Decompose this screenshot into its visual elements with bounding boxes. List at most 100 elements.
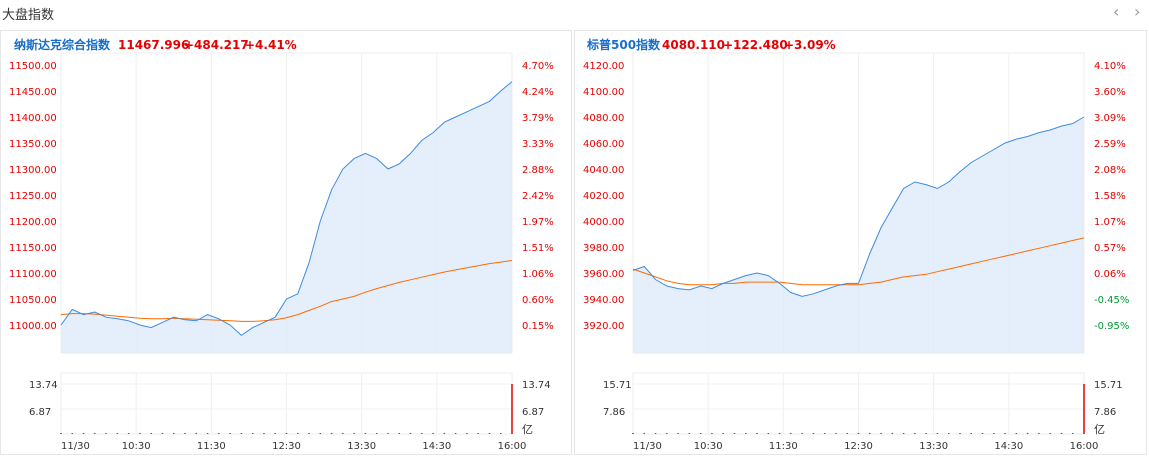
volume-bar: [947, 433, 950, 434]
volume-tick-label-right: 7.86: [1094, 407, 1116, 418]
volume-tick-label-right: 13.74: [522, 380, 551, 391]
pct-tick-label: 4.70%: [522, 61, 554, 72]
volume-bar: [127, 433, 130, 434]
index-panel-nasdaq[interactable]: 纳斯达克综合指数 11467.996 +484.217 +4.41% 11500.00 1…: [0, 30, 572, 455]
y-tick-label: 11300.00: [9, 165, 57, 176]
pct-tick-label: 2.59%: [1094, 139, 1126, 150]
x-tick-label: 11:30: [769, 441, 798, 452]
average-price-line: [632, 237, 1085, 286]
volume-bar: [342, 433, 344, 434]
volume-bar: [1060, 433, 1063, 434]
y-tick-label: 11450.00: [9, 87, 57, 98]
section-title: 大盘指数: [2, 8, 55, 23]
volume-bar: [274, 433, 276, 434]
index-price: 4080.110: [662, 38, 725, 52]
x-tick-label: 16:00: [498, 441, 527, 452]
volume-bar: [914, 433, 916, 434]
volume-bar: [823, 433, 826, 434]
y-tick-label: 11500.00: [9, 61, 57, 72]
volume-tick-label: 6.87: [29, 407, 51, 418]
volume-bar: [1049, 433, 1051, 434]
y-tick-label: 11050.00: [9, 295, 57, 306]
volume-bar: [263, 433, 265, 434]
volume-bar: [218, 433, 220, 434]
volume-bar: [733, 433, 736, 434]
price-area-fill: [61, 81, 512, 353]
volume-bar: [643, 433, 646, 434]
index-change-pct: +3.09%: [784, 38, 836, 52]
volume-bar: [1015, 433, 1018, 434]
volume-bar: [139, 433, 141, 434]
volume-bar: [375, 433, 378, 434]
volume-bar: [488, 433, 491, 434]
x-tick-label: 11/30: [633, 441, 662, 452]
pct-tick-label: 1.51%: [522, 243, 554, 254]
volume-bar: [173, 433, 175, 434]
volume-bar: [790, 433, 792, 434]
index-panel-sp500[interactable]: 标普500指数 4080.110 +122.480 +3.09% 4120.00 4100…: [574, 30, 1147, 455]
y-tick-label: 11000.00: [9, 321, 57, 332]
volume-bar: [1083, 384, 1085, 434]
volume-bar: [970, 433, 972, 434]
x-tick-label: 16:00: [1070, 441, 1099, 452]
volume-bar: [353, 433, 355, 434]
volume-bar: [1004, 433, 1006, 434]
y-tick-label: 4000.00: [583, 217, 624, 228]
x-tick-label: 11:30: [197, 441, 226, 452]
pct-tick-label: 1.06%: [522, 269, 554, 280]
pct-tick-label: 3.60%: [1094, 87, 1126, 98]
volume-bar: [632, 433, 634, 434]
volume-bar: [285, 433, 288, 434]
pct-tick-label: 0.60%: [522, 295, 554, 306]
volume-bar: [857, 433, 860, 434]
volume-bar: [812, 433, 815, 434]
x-tick-label: 13:30: [347, 441, 376, 452]
x-tick-label: 11/30: [61, 441, 90, 452]
volume-bar: [251, 433, 254, 434]
volume-bar: [398, 433, 400, 434]
volume-bar: [936, 433, 939, 434]
x-tick-label: 13:30: [919, 441, 948, 452]
volume-bar: [981, 433, 984, 434]
volume-bar: [387, 433, 389, 434]
volume-bar: [677, 433, 679, 434]
x-tick-label: 10:30: [694, 441, 723, 452]
y-tick-label: 3920.00: [583, 321, 624, 332]
volume-bar: [767, 433, 770, 434]
volume-bar: [711, 433, 713, 434]
price-area-fill: [633, 117, 1084, 353]
y-tick-label: 11100.00: [9, 269, 57, 280]
volume-bar: [319, 433, 322, 434]
index-name: 标普500指数: [586, 37, 661, 52]
y-tick-label: 4060.00: [583, 139, 624, 150]
y-tick-label: 3980.00: [583, 243, 624, 254]
volume-bar: [432, 433, 434, 434]
chevron-right-icon[interactable]: ›: [1134, 2, 1141, 21]
chevron-left-icon[interactable]: ‹: [1113, 2, 1120, 21]
volume-bar: [1071, 433, 1074, 434]
volume-bar: [184, 433, 186, 434]
volume-bar: [364, 433, 367, 434]
chart-nasdaq: 纳斯达克综合指数 11467.996+484.217+4.41% 11500.00 1…: [9, 37, 554, 452]
pct-tick-label: 3.09%: [1094, 113, 1126, 124]
volume-bar: [959, 433, 961, 434]
volume-bar: [1026, 433, 1029, 434]
volume-bar: [756, 433, 758, 434]
volume-bar: [229, 433, 231, 434]
volume-bar: [297, 433, 299, 434]
volume-bar: [466, 433, 468, 434]
volume-tick-label: 13.74: [29, 380, 58, 391]
pct-tick-label: 1.97%: [522, 217, 554, 228]
volume-bar: [846, 433, 848, 434]
volume-unit-label: 亿: [1094, 423, 1105, 436]
volume-bar: [308, 433, 310, 434]
pct-tick-label: -0.45%: [1094, 295, 1129, 306]
volume-bar: [880, 433, 882, 434]
y-tick-label: 4100.00: [583, 87, 624, 98]
volume-bar: [161, 433, 164, 434]
volume-tick-label: 7.86: [603, 407, 625, 418]
volume-tick-label-right: 6.87: [522, 407, 544, 418]
x-tick-label: 14:30: [994, 441, 1023, 452]
section-header: 大盘指数 ‹ ›: [0, 0, 1149, 24]
pct-tick-label: 0.06%: [1094, 269, 1126, 280]
